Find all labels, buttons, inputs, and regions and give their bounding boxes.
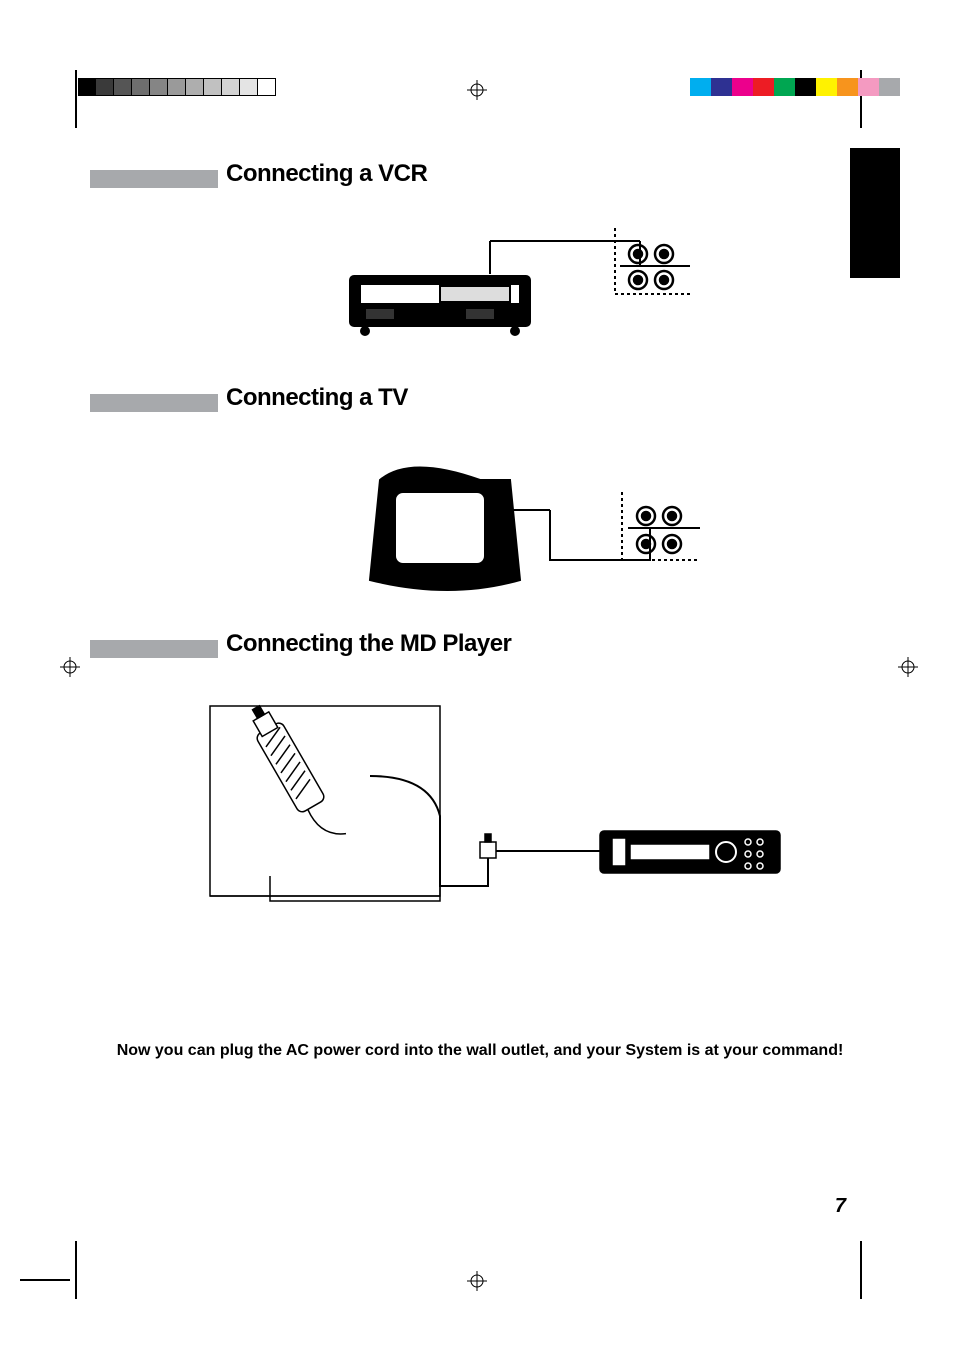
crop-mark bbox=[20, 1279, 70, 1281]
header-bar bbox=[90, 640, 218, 658]
md-diagram bbox=[90, 666, 850, 926]
registration-mark-icon bbox=[467, 1271, 487, 1291]
page-number: 7 bbox=[835, 1195, 846, 1218]
section-tv: Connecting a TV bbox=[90, 384, 850, 620]
registration-mark-icon bbox=[60, 657, 80, 677]
header-bar bbox=[90, 394, 218, 412]
crop-mark bbox=[75, 1241, 77, 1299]
crop-mark bbox=[75, 70, 77, 128]
footer-text: Now you can plug the AC power cord into … bbox=[90, 1040, 870, 1062]
section-title: Connecting a TV bbox=[226, 384, 408, 412]
registration-mark-icon bbox=[898, 657, 918, 677]
color-print-bar bbox=[690, 78, 900, 96]
registration-mark-icon bbox=[467, 80, 487, 100]
section-title: Connecting the MD Player bbox=[226, 630, 511, 658]
side-tab bbox=[850, 148, 900, 278]
header-bar bbox=[90, 170, 218, 188]
tv-diagram bbox=[90, 420, 850, 620]
crop-mark bbox=[860, 1241, 862, 1299]
vcr-diagram bbox=[90, 196, 850, 366]
section-vcr: Connecting a VCR bbox=[90, 160, 850, 366]
section-md: Connecting the MD Player bbox=[90, 630, 850, 926]
section-title: Connecting a VCR bbox=[226, 160, 427, 188]
grayscale-print-bar bbox=[78, 78, 276, 96]
